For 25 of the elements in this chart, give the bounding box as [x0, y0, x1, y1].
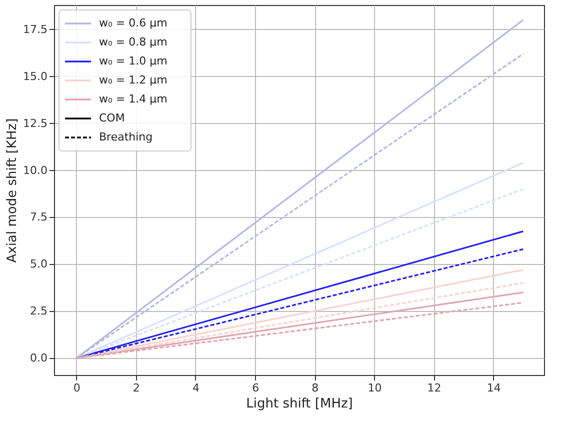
legend-label: w₀ = 1.0 μm [99, 54, 168, 68]
legend-label: w₀ = 0.8 μm [99, 36, 168, 48]
y-tick-label: 0.0 [30, 352, 48, 365]
x-axis-title: Light shift [MHz] [246, 396, 353, 412]
x-tick-label: 6 [252, 382, 260, 394]
y-tick-label: 2.5 [30, 304, 48, 318]
y-axis-title: Axial mode shift [KHz] [5, 118, 20, 263]
y-tick-label: 7.5 [30, 210, 48, 224]
y-tick-label: 10.0 [23, 164, 48, 177]
x-tick-label: 0 [73, 382, 80, 394]
x-tick-label: 2 [132, 382, 140, 394]
legend-label: Breathing [99, 130, 153, 144]
y-tick-label: 12.5 [23, 116, 48, 130]
x-tick-label: 12 [427, 382, 442, 394]
legend-label: w₀ = 1.4 μm [99, 92, 168, 106]
y-tick-label: 17.5 [23, 22, 48, 36]
legend-label: COM [99, 112, 125, 124]
y-tick-label: 15.0 [23, 70, 48, 83]
x-tick-label: 8 [312, 382, 319, 394]
x-tick-label: 10 [368, 382, 382, 394]
x-tick-label: 14 [486, 382, 501, 394]
legend-label: w₀ = 1.2 μm [99, 74, 168, 86]
x-tick-label: 4 [192, 382, 200, 394]
y-tick-label: 5.0 [30, 258, 48, 271]
legend-label: w₀ = 0.6 μm [99, 16, 168, 30]
